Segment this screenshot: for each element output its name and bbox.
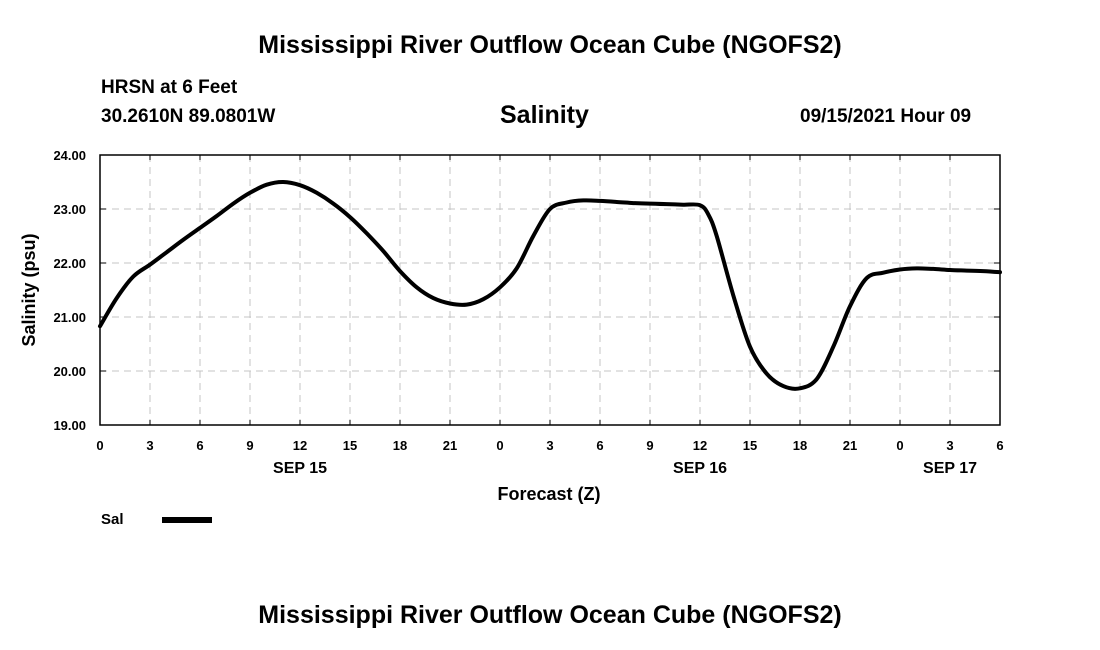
y-tick-label: 24.00 [53,148,86,163]
chart-main-title: Mississippi River Outflow Ocean Cube (NG… [258,31,842,59]
x-tick-label: 3 [546,438,553,453]
x-tick-label: 12 [293,438,307,453]
y-tick-label: 21.00 [53,310,86,325]
day-label: SEP 16 [673,460,727,477]
x-tick-label: 15 [743,438,757,453]
x-tick-label: 21 [843,438,857,453]
legend-label: Sal [101,511,124,528]
x-tick-label: 0 [896,438,903,453]
x-tick-label: 0 [96,438,103,453]
y-tick-label: 19.00 [53,418,86,433]
x-tick-label: 21 [443,438,457,453]
x-tick-label: 6 [196,438,203,453]
forecast-datetime: 09/15/2021 Hour 09 [800,106,972,127]
day-label: SEP 15 [273,460,327,477]
y-tick-label: 23.00 [53,202,86,217]
x-tick-label: 0 [496,438,503,453]
x-tick-label: 3 [146,438,153,453]
x-tick-label: 6 [996,438,1003,453]
day-label: SEP 17 [923,460,977,477]
footer-title: Mississippi River Outflow Ocean Cube (NG… [258,601,842,629]
y-tick-label: 22.00 [53,256,86,271]
x-tick-label: 9 [646,438,653,453]
axis-ticks: 0 3 6 9 12 15 18 21 0 3 6 9 12 15 18 21 0 3 6 19.00 20.00 21.… [53,148,1003,477]
x-tick-label: 3 [946,438,953,453]
x-axis-label: Forecast (Z) [497,484,600,504]
salinity-series-line [98,179,1002,391]
x-tick-label: 15 [343,438,357,453]
station-coordinates: 30.2610N 89.0801W [101,106,276,127]
station-label: HRSN at 6 Feet [101,77,238,98]
x-tick-label: 9 [246,438,253,453]
chart-grid [100,155,1000,425]
x-tick-label: 18 [793,438,807,453]
x-tick-label: 18 [393,438,407,453]
x-tick-label: 12 [693,438,707,453]
y-tick-label: 20.00 [53,364,86,379]
y-axis-label: Salinity (psu) [19,233,39,346]
variable-title: Salinity [500,101,589,129]
x-tick-label: 6 [596,438,603,453]
